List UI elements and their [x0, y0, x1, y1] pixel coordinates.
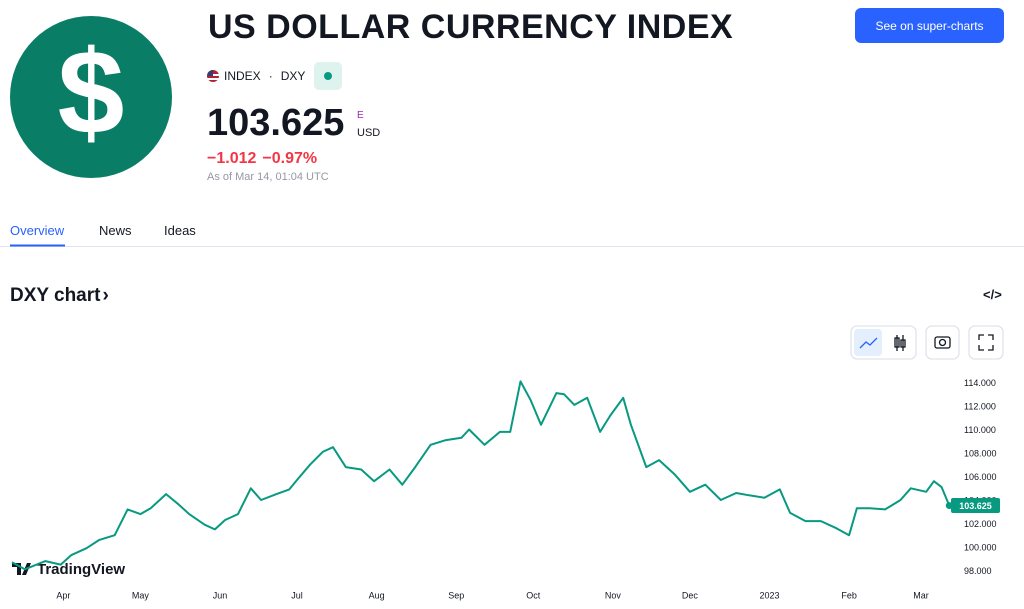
x-tick-label: May	[132, 590, 150, 600]
y-tick-label: 100.000	[964, 543, 997, 553]
tab[interactable]: Ideas	[164, 223, 196, 238]
x-tick-label: Mar	[913, 590, 929, 600]
price-line	[11, 380, 951, 571]
change-percent: −0.97%	[262, 150, 318, 167]
watermark-text: TradingView	[37, 561, 125, 578]
section-title: DXY chart	[10, 285, 101, 306]
super-charts-button[interactable]: See on super-charts	[855, 8, 1004, 43]
y-tick-label: 108.000	[964, 449, 997, 459]
x-tick-label: Jul	[291, 590, 303, 600]
section-heading[interactable]: DXY chart ›	[10, 285, 109, 307]
embed-button[interactable]: </>	[983, 287, 1002, 302]
price: 103.625	[207, 102, 345, 144]
x-tick-label: Jun	[213, 590, 228, 600]
exchange: INDEX	[224, 69, 261, 83]
title: US DOLLAR CURRENCY INDEX	[208, 8, 734, 46]
flag-icon	[207, 70, 219, 82]
x-tick-label: Oct	[526, 590, 541, 600]
ticker: DXY	[280, 69, 306, 83]
price-flag: E	[357, 110, 364, 121]
y-tick-label: 102.000	[964, 519, 997, 529]
x-tick-label: Aug	[369, 590, 385, 600]
logo	[10, 16, 172, 178]
tab[interactable]: News	[99, 223, 132, 238]
change-row: −1.012 −0.97%	[207, 150, 317, 168]
tab[interactable]: Overview	[10, 223, 65, 238]
x-tick-label: 2023	[760, 590, 780, 600]
status-badge	[314, 62, 343, 90]
logo-symbol: $	[58, 26, 125, 160]
fullscreen-button[interactable]	[968, 325, 1004, 360]
separator: ·	[268, 69, 273, 83]
currency: USD	[357, 127, 381, 139]
change: −1.012	[207, 150, 257, 167]
y-tick-label: 110.000	[964, 425, 996, 435]
x-tick-label: Feb	[841, 590, 857, 600]
candle-button[interactable]	[894, 335, 906, 351]
line-style-button[interactable]	[854, 329, 882, 356]
last-price-badge: 103.625	[951, 498, 1000, 513]
symbol-info: INDEX · DXY	[207, 62, 343, 90]
section-chevron: ›	[102, 285, 109, 306]
y-tick-label: 114.000	[964, 378, 996, 388]
line-icon	[859, 337, 878, 349]
snapshot-button[interactable]	[925, 325, 960, 360]
x-tick-label: Apr	[56, 590, 70, 600]
x-tick-label: Dec	[682, 590, 699, 600]
chart-toolbar	[850, 325, 1004, 360]
x-tick-label: Sep	[448, 590, 464, 600]
chart-style-group	[850, 325, 917, 360]
y-tick-label: 112.000	[964, 402, 996, 412]
y-tick-label: 106.000	[964, 472, 997, 482]
timestamp: As of Mar 14, 01:04 UTC	[207, 171, 329, 183]
y-tick-label: 98.000	[964, 566, 992, 576]
x-tick-label: Nov	[605, 590, 622, 600]
watermark: TradingView	[12, 561, 125, 578]
